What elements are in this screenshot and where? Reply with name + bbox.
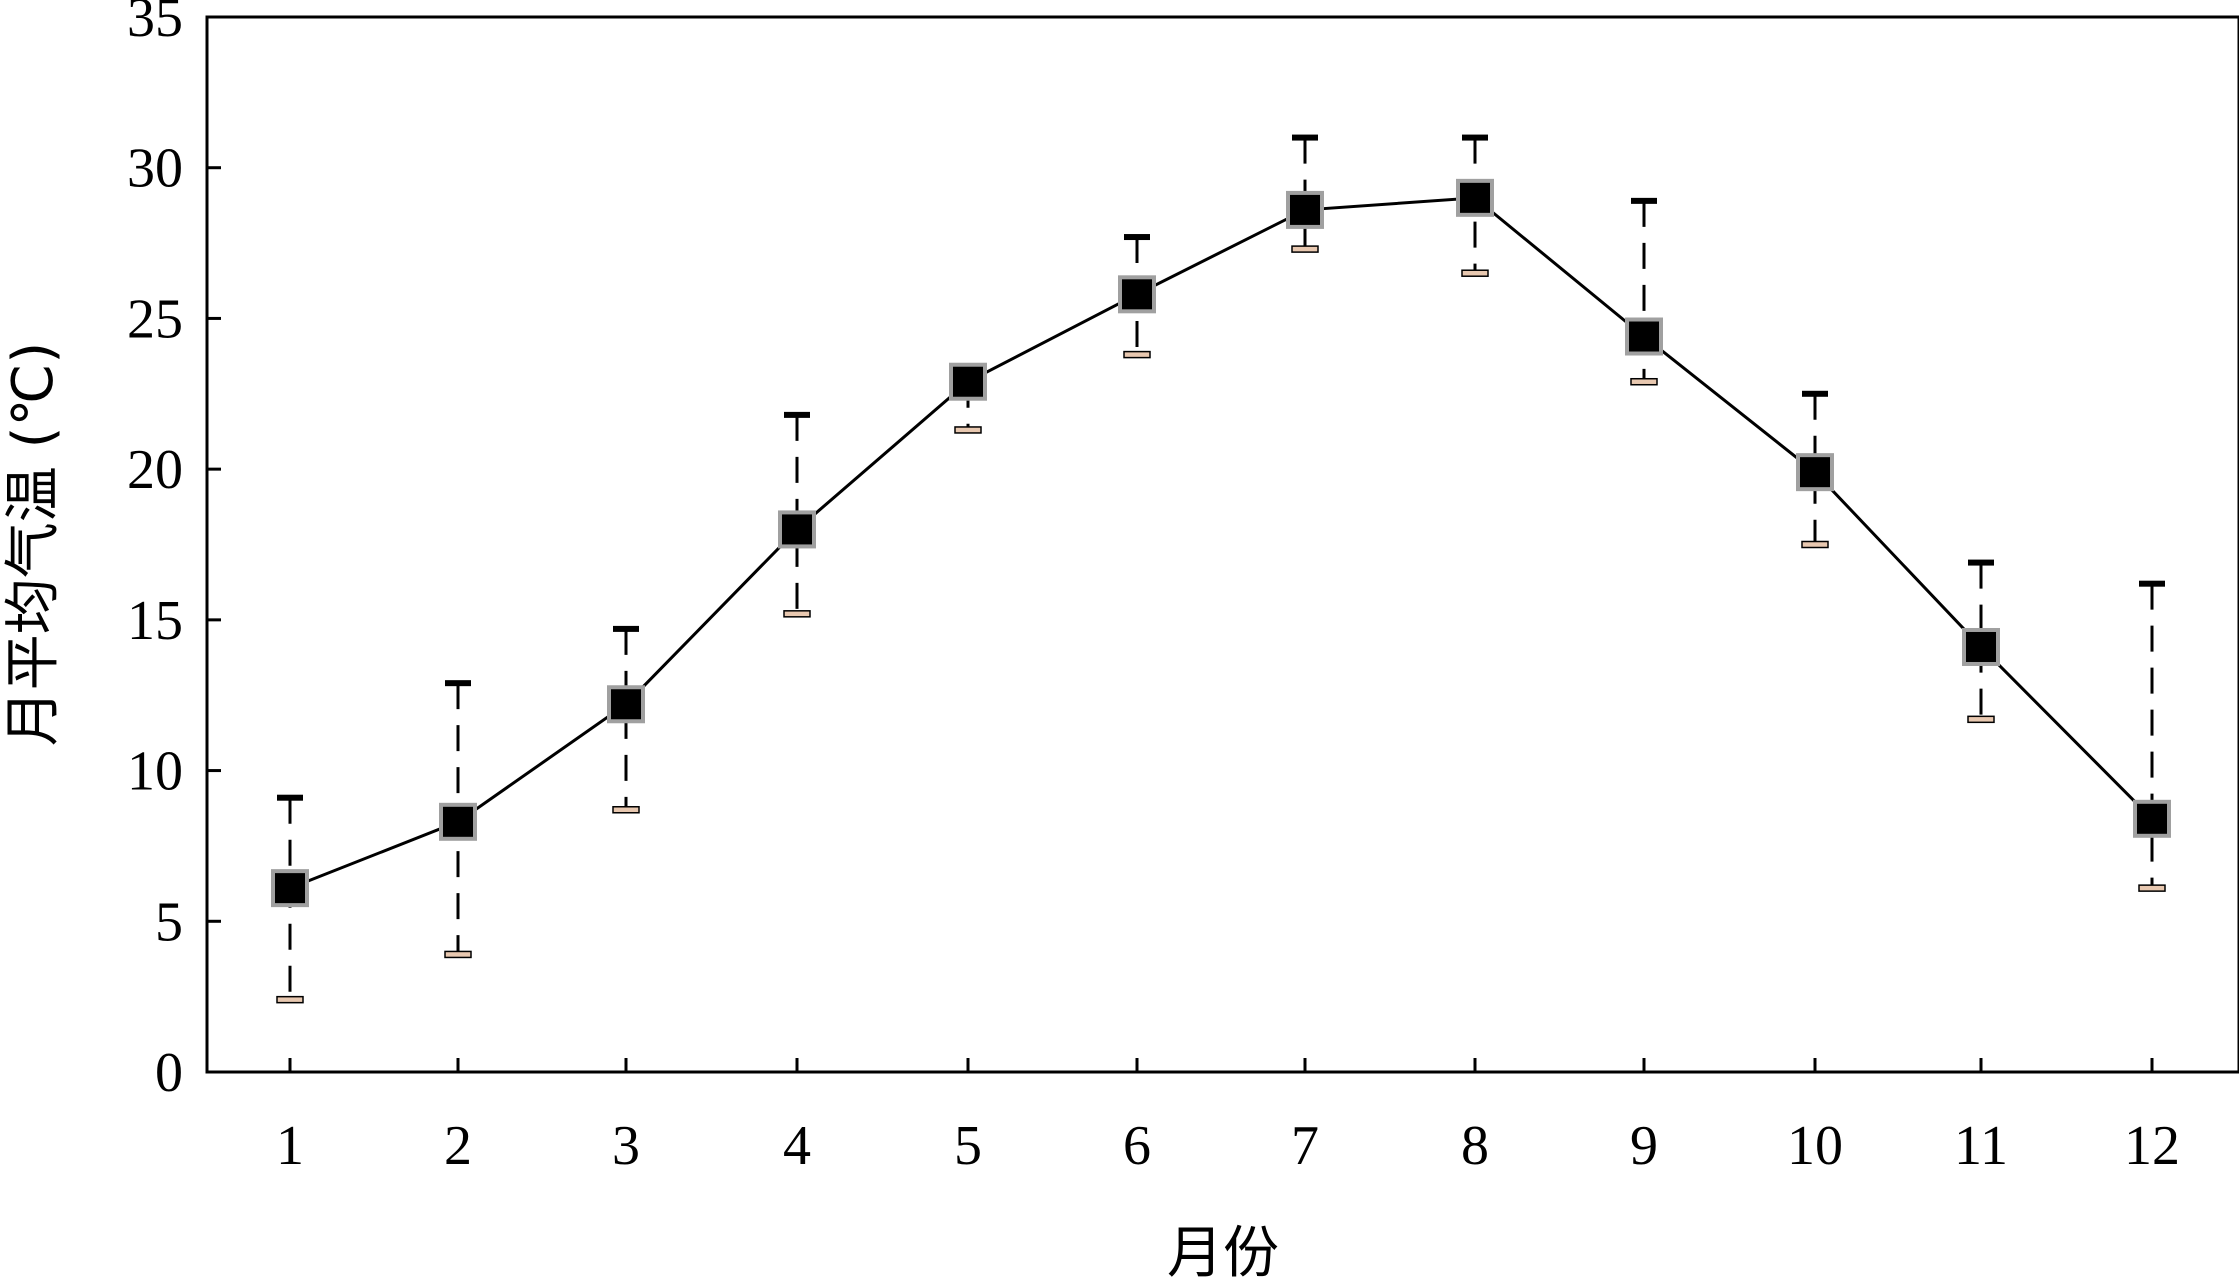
y-tick-label: 25 [127,288,183,350]
error-bar-max-cap [277,794,303,801]
error-bar-min-cap [612,806,640,814]
x-tick-label: 3 [612,1115,640,1177]
error-bar-max-cap [1968,559,1994,566]
y-tick-label: 5 [155,891,183,953]
y-tick-label: 30 [127,138,183,200]
error-bar-min-cap [444,950,472,959]
y-tick-label: 35 [127,0,183,49]
error-bar-max-cap [445,680,471,687]
y-tick-label: 10 [127,741,183,803]
error-bar-max-cap [613,625,639,632]
error-bar-max-cap [1292,134,1318,141]
x-tick-label: 5 [954,1115,982,1177]
error-bar-min-cap [954,426,982,434]
data-point [1796,453,1834,492]
x-tick-label: 11 [1954,1115,2008,1177]
data-point [1962,627,2000,666]
x-tick-label: 1 [276,1115,304,1177]
y-axis-ticks: 0 5 10 15 20 25 30 35 [127,0,221,1104]
data-point [1286,190,1324,229]
plot-frame [205,15,2239,1074]
error-bar-min-cap [1630,377,1658,386]
y-tick-label: 0 [155,1042,183,1104]
data-point [439,802,477,841]
data-markers [271,178,2171,908]
data-point [778,510,816,549]
x-tick-label: 9 [1630,1115,1658,1177]
x-axis-title: 月份 [1167,1221,1279,1281]
error-bar-min-cap [1801,540,1829,549]
error-bar-max-cap [1631,197,1657,204]
error-bars [276,134,2166,1004]
data-point [1456,178,1494,217]
y-tick-label: 15 [127,590,183,652]
error-bar-min-cap [1967,715,1995,724]
data-point [949,362,987,401]
x-tick-label: 8 [1461,1115,1489,1177]
error-bar-min-cap [1123,350,1151,359]
y-tick-label: 20 [127,439,183,501]
data-point [2133,799,2171,838]
error-bar-min-cap [276,995,304,1004]
error-bar-min-cap [783,610,811,618]
data-point [607,685,645,724]
data-point [1118,275,1156,314]
error-bar-min-cap [2138,884,2166,892]
y-axis-title: 月平均气温 (℃) [1,342,66,746]
x-tick-label: 6 [1123,1115,1151,1177]
x-tick-label: 4 [783,1115,811,1177]
data-point [1625,317,1663,356]
error-bar-max-cap [2139,580,2165,587]
error-bar-min-cap [1461,269,1489,277]
error-bar-max-cap [784,411,810,418]
error-bar-max-cap [1462,134,1488,141]
series-line [289,196,2154,890]
data-point [271,869,309,908]
error-bar-max-cap [1802,390,1828,397]
error-bar-max-cap [1124,234,1150,241]
x-tick-label: 7 [1291,1115,1319,1177]
x-tick-label: 12 [2124,1115,2180,1177]
x-axis-ticks: 1 2 3 4 5 6 7 8 9 10 11 12 [276,1058,2180,1177]
x-tick-label: 2 [444,1115,472,1177]
x-tick-label: 10 [1787,1115,1843,1177]
error-bar-min-cap [1291,245,1319,253]
